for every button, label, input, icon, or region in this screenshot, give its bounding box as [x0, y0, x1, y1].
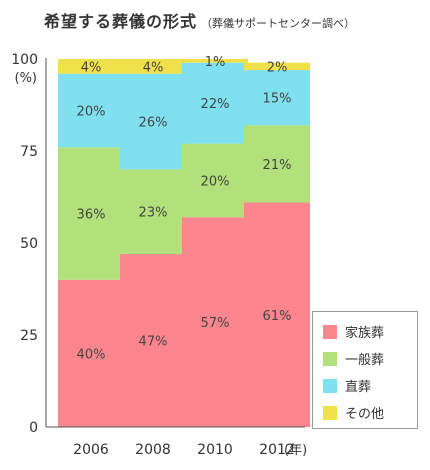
- legend-label: 一般葬: [345, 353, 385, 368]
- data-label: 4%: [143, 60, 164, 75]
- x-axis-unit-label: (年): [284, 443, 307, 458]
- legend-item: 一般葬: [323, 345, 417, 372]
- data-label: 20%: [201, 174, 230, 189]
- data-label: 26%: [139, 116, 168, 131]
- bar-segment: [182, 217, 248, 427]
- data-label: 61%: [263, 309, 292, 324]
- bar-segment: [120, 73, 186, 170]
- bar-segment: [120, 59, 186, 74]
- legend-item: その他: [323, 399, 417, 426]
- legend-item: 直葬: [323, 372, 417, 399]
- data-label: 21%: [263, 158, 292, 173]
- data-label: 36%: [77, 208, 106, 223]
- legend-swatch: [323, 351, 337, 366]
- bar-segment: [244, 70, 310, 126]
- bar-segment: [58, 279, 124, 427]
- bar-segment: [182, 143, 248, 218]
- data-label: 4%: [81, 60, 102, 75]
- bar-segment: [120, 254, 186, 427]
- bar-segment: [182, 62, 248, 144]
- x-tick-label: 2010: [197, 442, 233, 458]
- bar-segment: [58, 147, 124, 280]
- data-label: 1%: [205, 55, 226, 70]
- y-tick-label: 75: [20, 144, 38, 160]
- data-label: 57%: [201, 316, 230, 331]
- bar-segment: [182, 59, 248, 63]
- legend: 家族葬一般葬直葬その他: [312, 311, 418, 429]
- y-tick-label: 25: [20, 328, 38, 344]
- x-tick-label: 2006: [73, 442, 109, 458]
- x-tick-label: 2008: [135, 442, 171, 458]
- chart-title-block: 希望する葬儀の形式 （葬儀サポートセンター調べ）: [44, 8, 355, 32]
- x-tick-label: 2012: [259, 442, 295, 458]
- legend-item: 家族葬: [323, 318, 417, 345]
- data-label: 40%: [77, 347, 106, 362]
- legend-swatch: [323, 324, 337, 339]
- legend-label: 直葬: [345, 380, 372, 395]
- data-label: 22%: [201, 97, 230, 112]
- legend-label: 家族葬: [345, 326, 385, 341]
- data-label: 23%: [139, 206, 168, 221]
- data-label: 20%: [77, 105, 106, 120]
- bar-segment: [244, 125, 310, 203]
- bar-segment: [58, 59, 124, 74]
- legend-label: その他: [345, 407, 385, 422]
- legend-swatch: [323, 378, 337, 393]
- data-label: 15%: [263, 92, 292, 107]
- y-tick-label: 0: [29, 420, 38, 436]
- y-tick-label: 100: [11, 52, 38, 68]
- bar-segment: [244, 62, 310, 71]
- bar-segment: [244, 202, 310, 427]
- chart-subtitle: （葬儀サポートセンター調べ）: [201, 17, 356, 30]
- chart-title: 希望する葬儀の形式: [44, 12, 198, 31]
- data-label: 47%: [139, 335, 168, 350]
- bar-segment: [58, 73, 124, 148]
- y-axis-label: (%): [15, 71, 38, 86]
- bar-segment: [120, 169, 186, 255]
- legend-swatch: [323, 405, 337, 420]
- data-label: 2%: [267, 60, 288, 75]
- y-tick-label: 50: [20, 236, 38, 252]
